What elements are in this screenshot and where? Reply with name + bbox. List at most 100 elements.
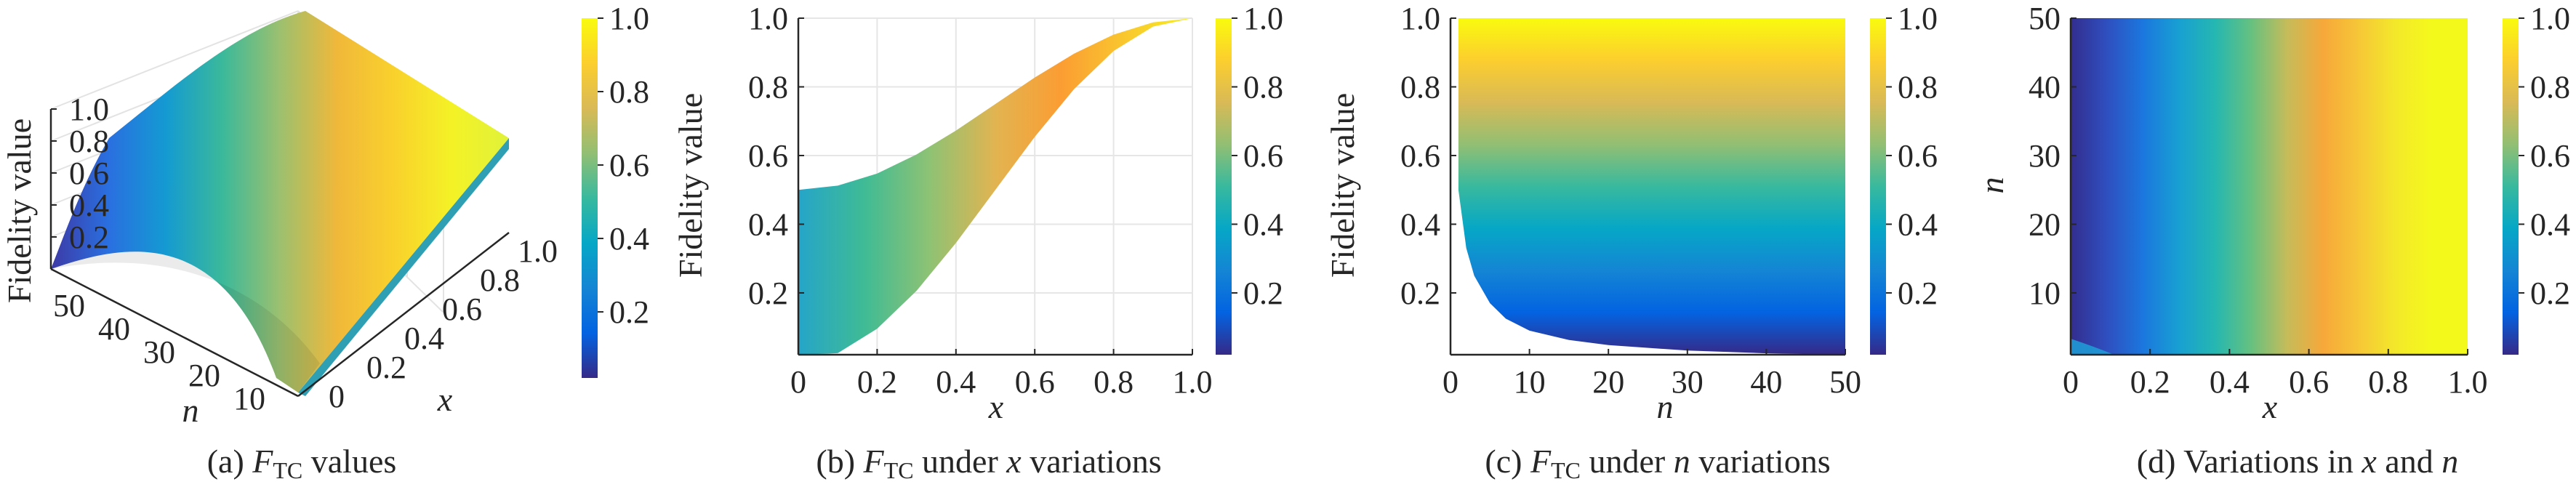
y-tick-label: 0.4: [1400, 206, 1440, 242]
colorbar-tick-label: 0.2: [1243, 275, 1283, 311]
colorbar-tick-label: 0.6: [1243, 138, 1283, 174]
y-tick-label: 0.2: [748, 275, 788, 311]
y-tick-label: 40: [2029, 69, 2061, 105]
colorbar-tick-label: 0.6: [2530, 138, 2570, 174]
x-tick-label: 0.2: [366, 350, 406, 385]
panel-b-caption: (b) FTC under x variations: [816, 443, 1161, 483]
x-tick-label: 30: [1672, 364, 1704, 400]
y-tick-label: 20: [2029, 206, 2061, 242]
panel-a-xlabel: x: [437, 381, 453, 418]
colorbar-gradient: [2503, 18, 2519, 355]
x-tick-label: 0.8: [2368, 364, 2408, 400]
x-tick-label: 0.4: [2210, 364, 2250, 400]
panel-c-x-ticks: 0 10 20 30 40 50: [1443, 349, 1861, 400]
colorbar-tick-label: 0.4: [2530, 206, 2570, 242]
colorbar-tick-label: 1.0: [1243, 1, 1283, 36]
panel-a-zlabel: Fidelity value: [1, 118, 38, 303]
x-tick-label: 0: [2063, 364, 2079, 400]
x-tick-label: 40: [1750, 364, 1782, 400]
panel-a-caption: (a) FTC values: [207, 443, 397, 483]
x-tick-label: 0.2: [2130, 364, 2170, 400]
panel-c: 0 10 20 30 40 50 0.2 0.4 0.6 0.8 1.0 Fidelity val…: [1324, 1, 1938, 483]
colorbar-tick-label: 0.8: [1898, 69, 1938, 105]
surface-a-edge: [298, 138, 509, 396]
x-tick-label: 10: [1514, 364, 1546, 400]
x-tick-label: 1.0: [518, 233, 558, 269]
n-tick-label: 40: [98, 311, 130, 347]
panel-b-x-ticks: 0 0.2 0.4 0.6 0.8 1.0: [790, 349, 1213, 400]
panel-a-colorbar: 0.2 0.4 0.6 0.8 1.0: [582, 1, 649, 378]
x-tick-label: 50: [1829, 364, 1861, 400]
x-tick-label: 0: [790, 364, 806, 400]
panel-b-xlabel: x: [988, 388, 1004, 425]
y-tick-label: 0.6: [1400, 138, 1440, 174]
panel-d-y-ticks: 10 20 30 40 50: [2029, 1, 2077, 311]
n-tick-label: 30: [143, 334, 175, 370]
surface-a-shade: [51, 251, 320, 393]
y-tick-label: 0.8: [1400, 69, 1440, 105]
x-tick-label: 0.4: [936, 364, 976, 400]
panel-d-heatmap: [2071, 18, 2468, 355]
colorbar-tick-label: 1.0: [609, 1, 649, 36]
panel-d-ylabel: n: [1973, 177, 2010, 194]
colorbar-tick-label: 0.2: [2530, 275, 2570, 311]
panel-b-area: [798, 18, 1192, 355]
panel-a-ylabel: n: [182, 392, 199, 429]
colorbar-tick-label: 1.0: [2530, 1, 2570, 36]
colorbar-tick-label: 1.0: [1898, 1, 1938, 36]
panel-d-colorbar: 0.2 0.4 0.6 0.8 1.0: [2503, 1, 2570, 355]
colorbar-tick-label: 0.6: [1898, 138, 1938, 174]
panel-c-colorbar: 0.2 0.4 0.6 0.8 1.0: [1870, 1, 1938, 355]
y-tick-label: 1.0: [748, 1, 788, 36]
y-tick-label: 0.8: [748, 69, 788, 105]
colorbar-gradient: [1870, 18, 1886, 355]
x-tick-label: 0.6: [442, 291, 482, 327]
panel-b-ylabel: Fidelity value: [672, 93, 709, 278]
n-tick-label: 50: [53, 288, 85, 323]
y-tick-label: 50: [2029, 1, 2061, 36]
y-tick-label: 0.6: [748, 138, 788, 174]
panel-d-x-ticks: 0 0.2 0.4 0.6 0.8 1.0: [2063, 349, 2488, 400]
y-tick-label: 0.2: [1400, 275, 1440, 311]
panel-d-axes: [2069, 18, 2468, 356]
x-tick-label: 20: [1592, 364, 1624, 400]
panel-b: 0 0.2 0.4 0.6 0.8 1.0 0.2 0.4 0.6 0.8 1.0 Fidelit…: [672, 1, 1283, 483]
colorbar-tick-label: 0.8: [1243, 69, 1283, 105]
x-tick-label: 0.6: [2289, 364, 2329, 400]
x-tick-label: 0.8: [1094, 364, 1133, 400]
x-tick-label: 1.0: [1173, 364, 1213, 400]
colorbar-tick-label: 0.4: [1898, 206, 1938, 242]
z-tick-label: 0.2: [69, 220, 109, 255]
z-tick-label: 0.4: [69, 188, 109, 223]
panel-d-xlabel: x: [2262, 388, 2278, 425]
n-tick-label: 20: [188, 358, 220, 393]
x-tick-label: 1.0: [2448, 364, 2488, 400]
y-tick-label: 1.0: [1400, 1, 1440, 36]
colorbar-tick-label: 0.8: [2530, 69, 2570, 105]
panel-a-axes: [49, 109, 510, 398]
panel-b-axes: [797, 18, 1192, 356]
x-tick-label: 0.6: [1015, 364, 1055, 400]
surface-a: [51, 11, 509, 393]
panel-c-caption: (c) FTC under n variations: [1485, 443, 1830, 483]
z-tick-label: 0.6: [69, 156, 109, 191]
panel-d-caption: (d) Variations in x and n: [2137, 443, 2458, 480]
n-tick-label: 10: [233, 381, 265, 416]
colorbar-tick-label: 0.2: [1898, 275, 1938, 311]
y-tick-label: 30: [2029, 138, 2061, 174]
z-tick-label: 0.8: [69, 124, 109, 159]
panel-a-z-ticks: 0.20.40.60.81.0: [51, 92, 109, 255]
colorbar-tick-label: 0.8: [609, 74, 649, 110]
panel-c-y-ticks: 0.2 0.4 0.6 0.8 1.0: [1400, 1, 1456, 311]
colorbar-gradient: [1216, 18, 1232, 355]
panel-b-colorbar: 0.2 0.4 0.6 0.8 1.0: [1216, 1, 1283, 355]
colorbar-tick-label: 0.6: [609, 148, 649, 183]
z-tick-label: 1.0: [69, 92, 109, 127]
panel-d-heatmap-corner: [2071, 339, 2114, 355]
y-tick-label: 0.4: [748, 206, 788, 242]
panel-c-axes: [1449, 18, 1845, 356]
colorbar-gradient: [582, 18, 598, 378]
